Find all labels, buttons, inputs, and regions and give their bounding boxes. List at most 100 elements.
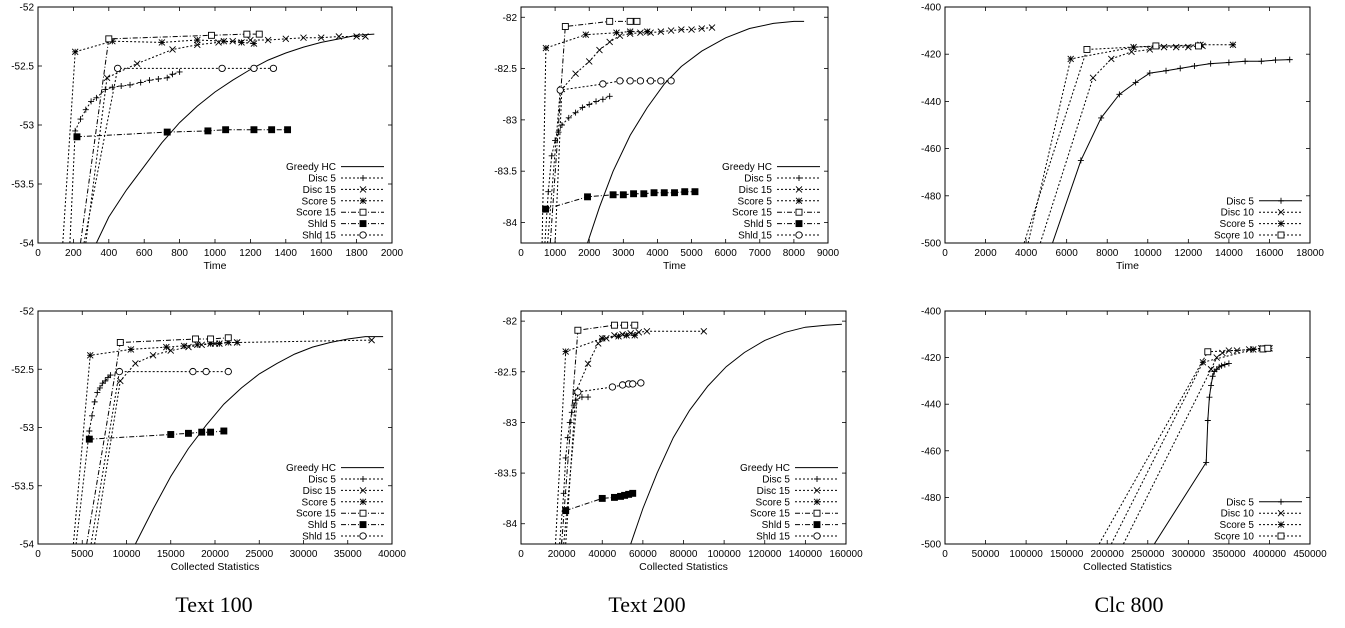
x-tick-label: 0 xyxy=(518,248,524,259)
data-point-score-5 xyxy=(163,343,170,351)
plot-frame xyxy=(944,310,1311,545)
x-tick-label: 2000 xyxy=(578,248,601,259)
legend-marker-disc-15 xyxy=(359,186,367,193)
legend-marker-shld-15 xyxy=(359,231,367,239)
data-point-disc-15 xyxy=(229,37,237,45)
data-point-score-5 xyxy=(613,29,620,36)
data-point-score-5 xyxy=(1229,41,1237,49)
data-point-disc-5 xyxy=(570,402,577,409)
data-point-score-5 xyxy=(109,37,116,45)
x-axis-label: Time xyxy=(1116,260,1139,272)
legend-marker-score-5 xyxy=(359,197,367,205)
y-tick-label: -52 xyxy=(20,307,35,318)
x-tick-label: 18000 xyxy=(1296,248,1324,259)
data-point-shld-5 xyxy=(598,494,606,502)
x-tick-label: 400 xyxy=(100,248,117,259)
data-point-score-5 xyxy=(631,331,639,339)
x-tick-label: 0 xyxy=(35,549,41,560)
data-point-disc-5 xyxy=(146,77,153,84)
data-point-shld-5 xyxy=(222,126,230,134)
data-point-shld-5 xyxy=(542,205,550,213)
data-point-shld-5 xyxy=(610,493,618,501)
legend-marker-disc-5 xyxy=(360,476,366,482)
x-tick-label: 50000 xyxy=(972,549,1000,560)
data-point-disc-5 xyxy=(77,116,84,123)
chart-text-200-time: 0 1000 2000 3000 4000 5000 6000 7000 8000 9000 -84… xyxy=(494,6,840,272)
legend-label-score-5: Score 5 xyxy=(302,497,337,508)
data-point-disc-15 xyxy=(698,25,706,32)
legend-label-score-5: Score 5 xyxy=(1220,219,1255,230)
data-point-disc-10 xyxy=(1207,365,1215,373)
series-line-disc-5 xyxy=(69,71,180,243)
y-tick-label: -52.5 xyxy=(11,62,34,73)
x-axis-label: Collected Statistics xyxy=(1083,561,1172,573)
data-point-disc-15 xyxy=(133,60,141,67)
data-point-score-15 xyxy=(574,326,582,334)
legend-marker-shld-5 xyxy=(795,220,803,228)
plot-frame xyxy=(37,310,393,545)
y-tick-label: -480 xyxy=(921,191,941,202)
legend-marker-score-5 xyxy=(359,498,367,506)
y-tick-label: -54 xyxy=(20,540,35,551)
data-point-disc-5 xyxy=(1208,382,1215,389)
data-point-shld-15 xyxy=(618,381,627,389)
legend-label-greedy-hc: Greedy HC xyxy=(740,463,790,474)
data-point-shld-5 xyxy=(640,190,648,198)
data-point-score-15 xyxy=(243,30,251,38)
legend-label-score-15: Score 15 xyxy=(750,509,790,520)
data-point-shld-15 xyxy=(574,388,582,396)
y-tick-label: -84 xyxy=(503,519,518,530)
series-line-score-5 xyxy=(72,342,238,544)
legend-marker-score-10 xyxy=(1277,532,1285,540)
data-point-disc-5 xyxy=(1221,361,1228,368)
data-point-shld-15 xyxy=(599,80,607,88)
data-point-score-5 xyxy=(86,351,94,359)
data-point-disc-15 xyxy=(116,377,124,385)
data-point-score-5 xyxy=(598,335,606,342)
legend-label-score-5: Score 5 xyxy=(756,497,791,508)
series-line-score-5 xyxy=(541,31,648,243)
legend-marker-shld-15 xyxy=(813,532,821,540)
data-point-shld-5 xyxy=(167,431,175,438)
y-tick-label: -53.5 xyxy=(11,180,34,191)
data-point-shld-15 xyxy=(629,380,637,388)
data-point-disc-15 xyxy=(335,33,343,40)
x-tick-label: 4000 xyxy=(646,248,669,259)
y-tick-label: -82.5 xyxy=(494,64,517,75)
x-tick-label: 100000 xyxy=(1009,549,1043,560)
data-point-disc-15 xyxy=(149,351,157,359)
y-tick-label: -440 xyxy=(921,97,941,108)
series-line-score-15 xyxy=(80,33,260,243)
data-point-disc-5 xyxy=(1225,360,1232,367)
data-point-shld-5 xyxy=(184,429,192,437)
legend-label-disc-5: Disc 5 xyxy=(308,174,336,185)
data-point-disc-15 xyxy=(585,58,593,65)
data-point-score-15 xyxy=(207,335,215,343)
data-point-disc-5 xyxy=(1146,70,1153,77)
legend-marker-score-15 xyxy=(359,509,367,517)
y-tick-label: -53.5 xyxy=(11,481,34,492)
data-point-disc-15 xyxy=(264,36,272,44)
data-point-disc-5 xyxy=(1163,67,1170,74)
data-point-disc-15 xyxy=(282,35,290,43)
series-line-disc-5 xyxy=(1153,362,1230,544)
data-point-disc-5 xyxy=(1242,58,1249,65)
data-point-score-15 xyxy=(116,339,124,346)
data-point-shld-5 xyxy=(671,189,678,197)
x-tick-label: 7000 xyxy=(749,248,772,259)
legend-label-shld-5: Shld 5 xyxy=(308,219,337,230)
x-tick-label: 10000 xyxy=(1134,248,1162,259)
data-point-shld-15 xyxy=(657,77,665,85)
chart-text-100-statistics: 0 5000 10000 15000 20000 25000 30000 35000 40000… xyxy=(11,307,406,574)
legend-label-greedy-hc: Greedy HC xyxy=(286,162,336,173)
x-tick-label: 60000 xyxy=(629,549,657,560)
legend-label-score-5: Score 5 xyxy=(302,196,337,207)
legend-marker-disc-10 xyxy=(1277,208,1285,216)
data-point-disc-15 xyxy=(103,74,111,82)
x-tick-label: 2000 xyxy=(974,248,997,259)
legend-label-disc-15: Disc 15 xyxy=(303,486,337,497)
plot-frame xyxy=(520,6,829,244)
data-point-shld-5 xyxy=(650,189,658,197)
data-point-shld-5 xyxy=(85,435,93,443)
data-point-score-5 xyxy=(615,333,622,340)
